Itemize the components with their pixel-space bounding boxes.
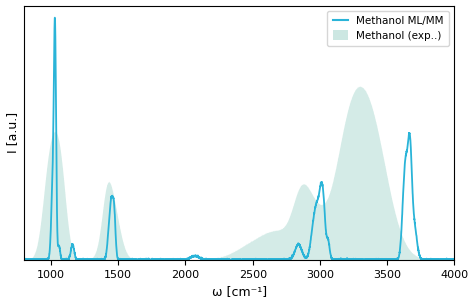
Legend: Methanol ML/MM, Methanol (exp..): Methanol ML/MM, Methanol (exp..): [328, 11, 449, 46]
Y-axis label: I [a.u.]: I [a.u.]: [6, 112, 18, 154]
X-axis label: ω [cm⁻¹]: ω [cm⁻¹]: [212, 285, 267, 299]
